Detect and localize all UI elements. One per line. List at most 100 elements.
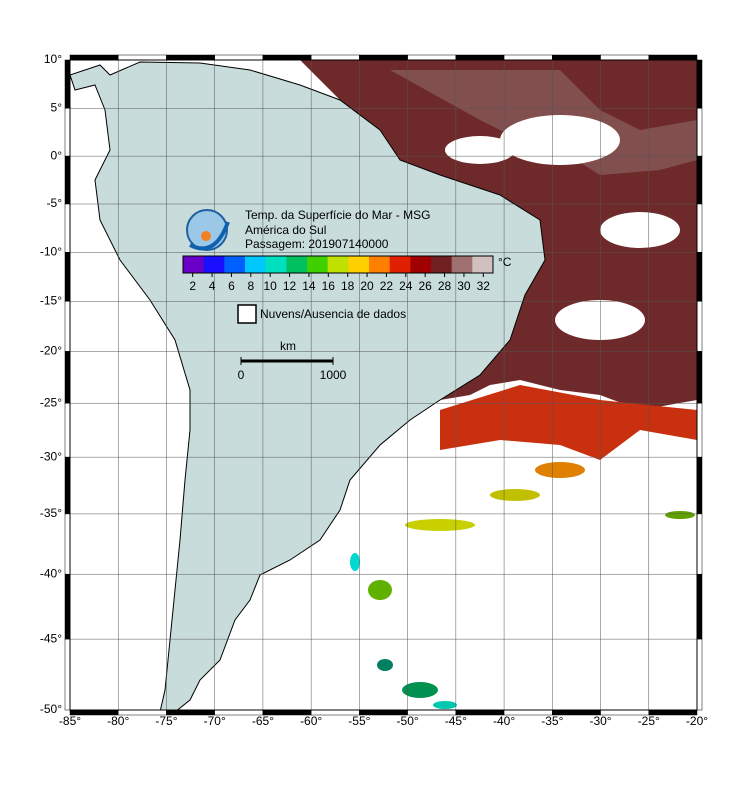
colorbar-step (472, 256, 494, 273)
colorbar-step (431, 256, 453, 273)
sst-patch (433, 701, 457, 709)
sst-patch (377, 659, 393, 671)
sst-patch (665, 511, 695, 519)
frame-segment (64, 203, 71, 253)
frame-segment (696, 351, 703, 404)
sst-patch (402, 682, 438, 698)
x-tick-label: -50° (397, 714, 419, 728)
frame-segment (696, 155, 703, 205)
frame-segment (696, 638, 703, 711)
frame-segment (64, 108, 71, 157)
colorbar-step (307, 256, 329, 273)
inpe-logo-sun (201, 231, 211, 241)
y-tick-label: -45° (40, 631, 62, 645)
x-tick-label: -85° (59, 714, 81, 728)
colorbar-tick-label: 12 (283, 279, 297, 293)
frame-segment (696, 402, 703, 458)
x-tick-label: -80° (107, 714, 129, 728)
x-tick-label: -60° (300, 714, 322, 728)
scale-title: km (280, 339, 296, 353)
colorbar-tick-label: 18 (341, 279, 355, 293)
sst-layer (300, 60, 697, 709)
clouds (600, 212, 680, 248)
sst-patch (350, 553, 360, 571)
colorbar-step (265, 256, 287, 273)
y-tick-label: -5° (47, 196, 63, 210)
colorbar-step (451, 256, 473, 273)
y-tick-label: -35° (40, 506, 62, 520)
frame-segment (69, 54, 119, 61)
x-tick-label: -65° (252, 714, 274, 728)
colorbar: 2 4 6 8 10 12 14 16 18 20 22 24 26 28 30 32 (182, 255, 494, 293)
x-tick-label: -25° (638, 714, 660, 728)
x-tick-label: -45° (445, 714, 467, 728)
graticule (70, 60, 697, 710)
title-line: Passagem: 201907140000 (245, 237, 389, 251)
y-tick-label: -50° (40, 702, 62, 716)
colorbar-tick-label: 16 (322, 279, 336, 293)
frame-segment (166, 54, 215, 61)
x-tick-label: -20° (686, 714, 708, 728)
colorbar-step (369, 256, 391, 273)
frame-segment (64, 573, 71, 640)
sst-patch (490, 489, 540, 501)
x-tick-label: -70° (204, 714, 226, 728)
frame-segment (214, 54, 264, 61)
frame-segment (310, 54, 360, 61)
frame-segment (696, 252, 703, 302)
clouds (555, 300, 645, 340)
clouds (445, 136, 515, 164)
colorbar-tick-label: 30 (457, 279, 471, 293)
frame-segment (64, 456, 71, 515)
frame-segment (696, 108, 703, 157)
sst-patch (535, 462, 585, 478)
sst-patch (368, 580, 392, 600)
y-tick-label: -25° (40, 395, 62, 409)
colorbar-tick-label: 14 (302, 279, 316, 293)
colorbar-step (327, 256, 349, 273)
colorbar-tick-label: 6 (228, 279, 235, 293)
frame-segment (64, 513, 71, 575)
colorbar-step (389, 256, 411, 273)
frame-segment (64, 638, 71, 711)
x-tick-label: -35° (541, 714, 563, 728)
scale-label: 1000 (320, 368, 347, 382)
frame-segment (64, 252, 71, 302)
x-tick-label: -30° (589, 714, 611, 728)
y-tick-label: -40° (40, 566, 62, 580)
frame-segment (64, 59, 71, 109)
colorbar-tick-label: 4 (209, 279, 216, 293)
frame-segment (696, 573, 703, 640)
frame-segment (696, 59, 703, 109)
colorbar-tick-label: 2 (189, 279, 196, 293)
colorbar-tick-label: 10 (264, 279, 278, 293)
legend-swatch (237, 304, 257, 324)
colorbar-tick-label: 26 (419, 279, 433, 293)
frame-segment (359, 54, 408, 61)
title-line: América do Sul (245, 223, 326, 237)
y-tick-label: -10° (40, 244, 62, 258)
title-line: Temp. da Superfície do Mar - MSG (245, 208, 430, 222)
scale-label: 0 (238, 368, 245, 382)
frame-segment (696, 513, 703, 575)
colorbar-tick-label: 8 (247, 279, 254, 293)
frame-segment (696, 301, 703, 352)
frame-segment (64, 402, 71, 458)
x-tick-label: -55° (348, 714, 370, 728)
frame-segment (648, 54, 698, 61)
colorbar-step (224, 256, 246, 273)
y-tick-label: -15° (40, 293, 62, 307)
colorbar-step (245, 256, 267, 273)
colorbar-step (183, 256, 205, 273)
y-tick-label: 10° (44, 52, 62, 66)
x-tick-label: -40° (493, 714, 515, 728)
y-tick-label: -20° (40, 344, 62, 358)
colorbar-step (348, 256, 370, 273)
legend-label: Nuvens/Ausencia de dados (260, 307, 406, 321)
inpe-logo (186, 209, 228, 251)
frame-segment (600, 54, 650, 61)
y-tick-label: 5° (51, 100, 63, 114)
colorbar-border (182, 255, 494, 274)
frame-segment (64, 351, 71, 404)
